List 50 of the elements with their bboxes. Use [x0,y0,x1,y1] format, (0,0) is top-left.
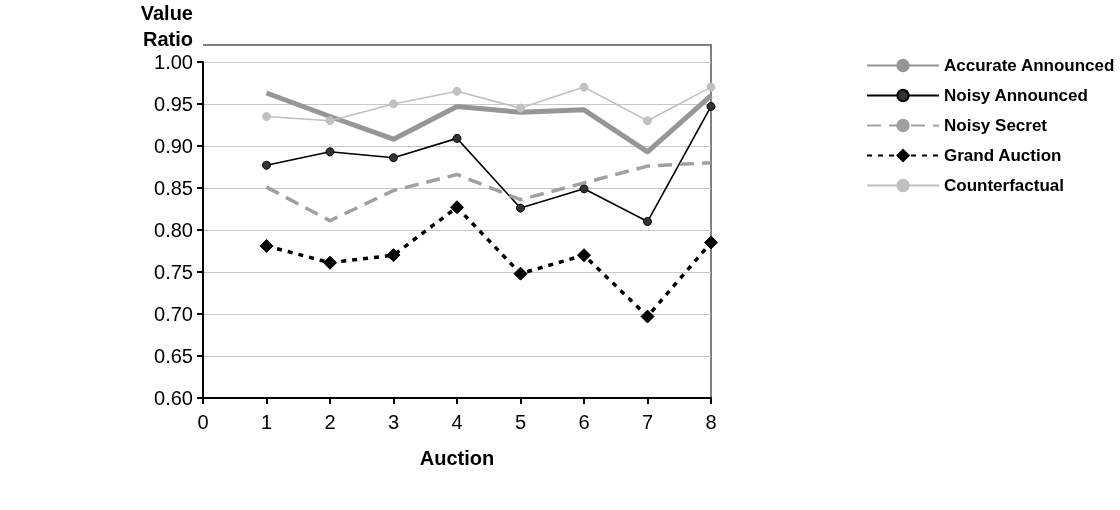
point [262,160,271,170]
legend-label: Counterfactual [944,176,1064,195]
x-tick-label: 2 [324,411,336,433]
y-axis-title: Value Ratio [140,2,193,50]
x-tick-label: 6 [578,411,590,433]
point [386,248,401,263]
y-tick-label: 1.00 [154,50,193,73]
point [640,309,655,324]
legend-label: Accurate Announced [944,56,1115,75]
x-tick-label: 5 [514,411,527,433]
y-tick-label: 0.75 [154,260,193,283]
legend-label: Noisy Announced [944,86,1088,105]
point [389,99,398,109]
point [643,217,652,227]
y-tick-label: 0.90 [154,134,193,157]
point [452,133,462,143]
point [452,86,462,96]
line-series [264,160,713,223]
x-tick-label: 7 [641,411,654,433]
x-tick-label: 3 [387,411,400,433]
x-tick-label: 1 [260,411,273,433]
point [325,147,335,157]
point [704,235,718,250]
point [516,103,525,113]
x-tick-label: 8 [705,411,717,433]
point [579,184,589,194]
point [325,116,335,126]
point [579,82,589,92]
y-tick-label: 0.70 [154,302,193,325]
point [516,203,525,213]
point [389,153,398,163]
point [262,112,271,122]
x-axis-title: Auction [419,447,495,469]
point [643,116,652,126]
point [450,200,464,215]
x-tick-label: 4 [451,411,463,433]
point [323,255,337,270]
x-tick-label: 0 [197,411,209,433]
legend-label: Grand Auction [944,146,1062,165]
y-tick-label: 0.60 [154,387,193,409]
point [513,266,528,281]
y-tick-label: 0.65 [154,344,193,367]
y-tick-label: 0.95 [154,92,193,115]
point [259,238,274,253]
y-tick-label: 0.85 [154,176,193,199]
y-tick-label: 0.80 [154,218,193,241]
legend-label: Noisy Secret [944,116,1048,135]
point [706,82,716,92]
point [577,248,591,263]
point [706,101,716,111]
